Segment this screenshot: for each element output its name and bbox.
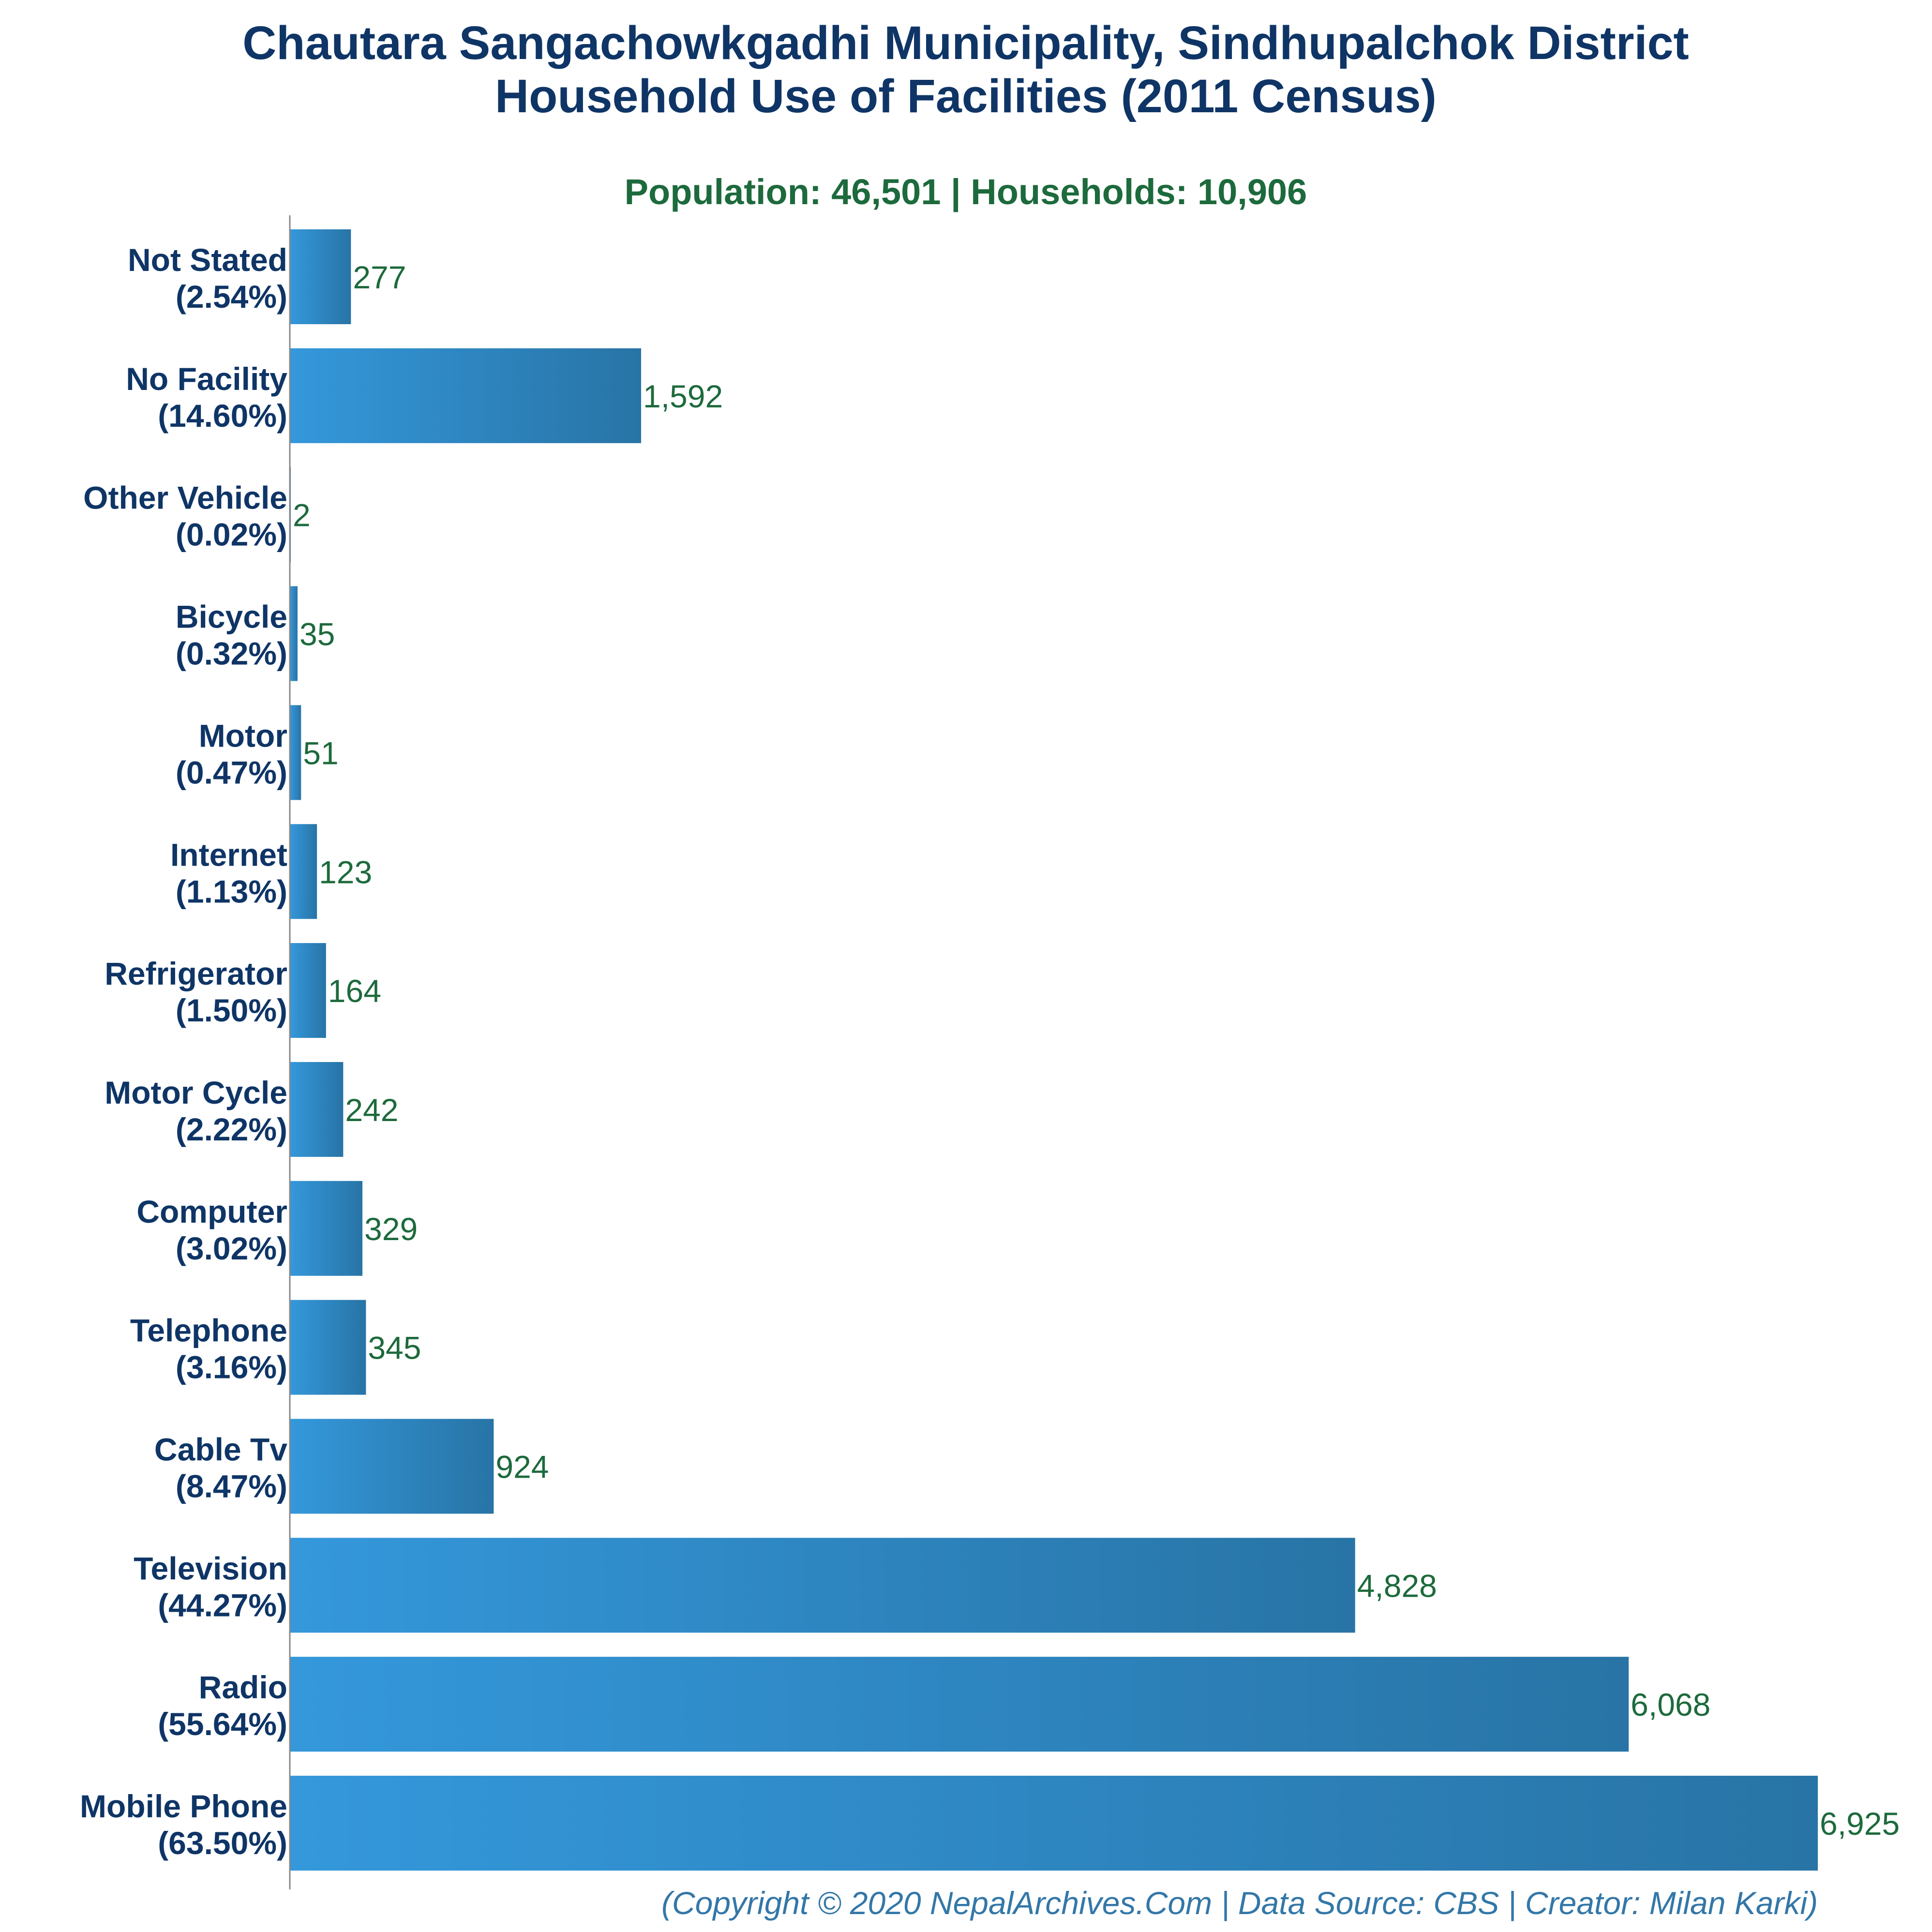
category-percent: (55.64%) <box>158 1706 287 1742</box>
category-percent: (1.50%) <box>176 992 287 1028</box>
category-label-not-stated: Not Stated (2.54%) <box>128 242 287 315</box>
category-label-motor-cycle: Motor Cycle (2.22%) <box>105 1075 287 1147</box>
value-label-internet: 123 <box>319 854 372 890</box>
category-percent: (63.50%) <box>158 1825 287 1861</box>
category-percent: (3.02%) <box>176 1230 287 1266</box>
value-label-other-vehicle: 2 <box>293 497 311 533</box>
category-name: Refrigerator <box>105 956 287 991</box>
category-percent: (2.22%) <box>176 1111 287 1147</box>
bar-computer <box>290 1181 363 1276</box>
bars-layer: 277 Not Stated (2.54%) 1,592 No Facility (14.… <box>80 229 1900 1871</box>
bar-refrigerator <box>290 943 326 1038</box>
category-percent: (0.32%) <box>176 636 287 672</box>
chart-footer: (Copyright © 2020 NepalArchives.Com | Da… <box>661 1885 1818 1922</box>
bar-internet <box>290 824 317 919</box>
category-percent: (0.47%) <box>176 754 287 790</box>
category-percent: (44.27%) <box>158 1587 287 1623</box>
bar-bicycle <box>290 586 298 681</box>
value-label-computer: 329 <box>364 1211 418 1247</box>
category-label-cable-tv: Cable Tv (8.47%) <box>154 1432 287 1504</box>
bar-cable-tv <box>290 1419 494 1514</box>
category-name: No Facility <box>126 361 287 397</box>
category-name: Other Vehicle <box>83 480 287 516</box>
value-label-telephone: 345 <box>368 1330 421 1366</box>
category-name: Television <box>134 1550 287 1586</box>
category-label-other-vehicle: Other Vehicle (0.02%) <box>83 480 287 553</box>
category-name: Motor <box>199 718 287 753</box>
value-label-cable-tv: 924 <box>495 1449 549 1485</box>
value-label-mobile-phone: 6,925 <box>1820 1806 1900 1842</box>
category-percent: (3.16%) <box>176 1349 287 1385</box>
category-name: Mobile Phone <box>80 1788 287 1824</box>
bar-motor-cycle <box>290 1062 344 1157</box>
category-label-refrigerator: Refrigerator (1.50%) <box>105 956 287 1028</box>
value-label-refrigerator: 164 <box>328 973 381 1009</box>
value-label-radio: 6,068 <box>1631 1687 1710 1722</box>
category-name: Telephone <box>130 1313 287 1348</box>
value-label-motor: 51 <box>303 735 338 771</box>
category-percent: (8.47%) <box>176 1468 287 1504</box>
category-label-computer: Computer (3.02%) <box>136 1194 287 1266</box>
value-label-not-stated: 277 <box>353 259 406 295</box>
category-name: Cable Tv <box>154 1432 287 1468</box>
category-label-television: Television (44.27%) <box>134 1550 287 1623</box>
category-name: Internet <box>170 837 287 872</box>
category-percent: (1.13%) <box>176 873 287 909</box>
category-name: Computer <box>136 1194 287 1229</box>
category-label-telephone: Telephone (3.16%) <box>130 1313 287 1385</box>
bar-motor <box>290 705 301 800</box>
chart-title-line2: Household Use of Facilities (2011 Census… <box>495 70 1437 122</box>
category-label-motor: Motor (0.47%) <box>176 718 287 790</box>
category-percent: (2.54%) <box>176 279 287 315</box>
chart-title: Chautara Sangachowkgadhi Municipality, S… <box>242 16 1689 69</box>
bar-television <box>290 1538 1355 1633</box>
bar-radio <box>290 1657 1629 1752</box>
bar-not-stated <box>290 229 351 324</box>
category-label-radio: Radio (55.64%) <box>158 1669 287 1742</box>
bar-mobile-phone <box>290 1776 1818 1871</box>
bar-no-facility <box>290 348 641 443</box>
value-label-motor-cycle: 242 <box>345 1092 398 1128</box>
category-percent: (0.02%) <box>176 517 287 553</box>
value-label-bicycle: 35 <box>300 616 335 652</box>
category-name: Motor Cycle <box>105 1075 287 1110</box>
category-percent: (14.60%) <box>158 398 287 434</box>
category-label-bicycle: Bicycle (0.32%) <box>176 599 287 672</box>
chart-subtitle: Population: 46,501 | Households: 10,906 <box>625 172 1307 212</box>
category-name: Bicycle <box>176 599 287 635</box>
value-label-no-facility: 1,592 <box>643 378 723 414</box>
category-label-no-facility: No Facility (14.60%) <box>126 361 287 434</box>
category-label-internet: Internet (1.13%) <box>170 837 287 909</box>
category-name: Not Stated <box>128 242 287 278</box>
bar-telephone <box>290 1300 366 1395</box>
value-label-television: 4,828 <box>1357 1568 1437 1603</box>
category-name: Radio <box>199 1669 287 1705</box>
category-label-mobile-phone: Mobile Phone (63.50%) <box>80 1788 287 1861</box>
